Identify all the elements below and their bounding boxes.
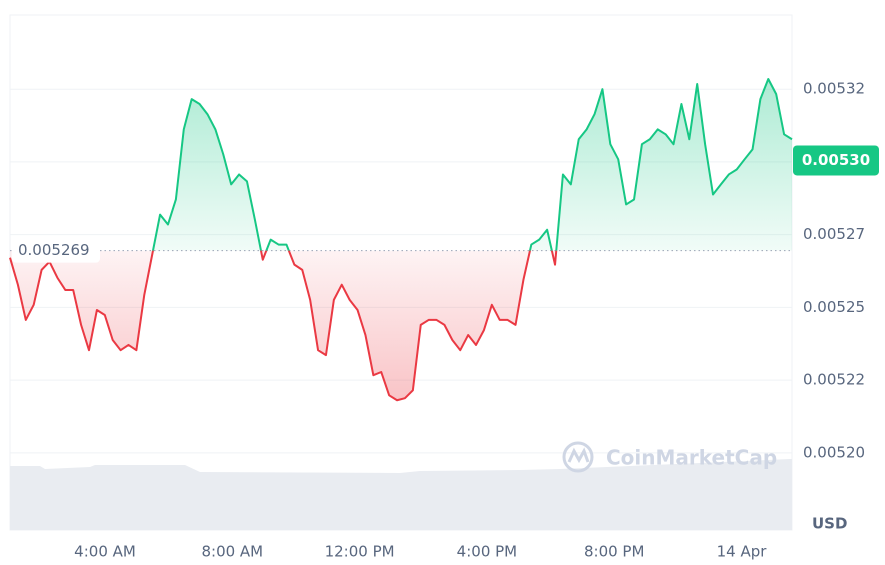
area-above [152,79,792,251]
baseline-label-box [12,238,100,263]
volume-area [10,459,792,530]
baseline-label: 0.005269 [18,241,90,259]
watermark: CoinMarketCap [562,441,777,473]
price-line-up [151,78,793,251]
current-price-badge [793,145,879,176]
plot: 0.005269 [9,78,793,402]
x-tick-label: 4:00 AM [74,543,136,561]
current-price-label: 0.00530 [802,151,870,169]
y-tick-label: 0.00527 [803,225,865,243]
x-tick-label: 4:00 PM [457,543,517,561]
y-tick-label: 0.00532 [803,80,865,98]
y-tick-label: 0.00522 [803,371,865,389]
y-tick-label: 0.00525 [803,298,865,316]
area-below [10,250,792,401]
currency-label: USD [812,515,847,533]
x-tick-label: 8:00 AM [201,543,263,561]
price-line-down [9,250,558,402]
y-tick-label: 0.00520 [803,443,865,461]
x-tick-label: 8:00 PM [584,543,644,561]
x-tick-label: 14 Apr [717,543,768,561]
watermark-text: CoinMarketCap [606,446,777,470]
x-tick-label: 12:00 PM [325,543,395,561]
